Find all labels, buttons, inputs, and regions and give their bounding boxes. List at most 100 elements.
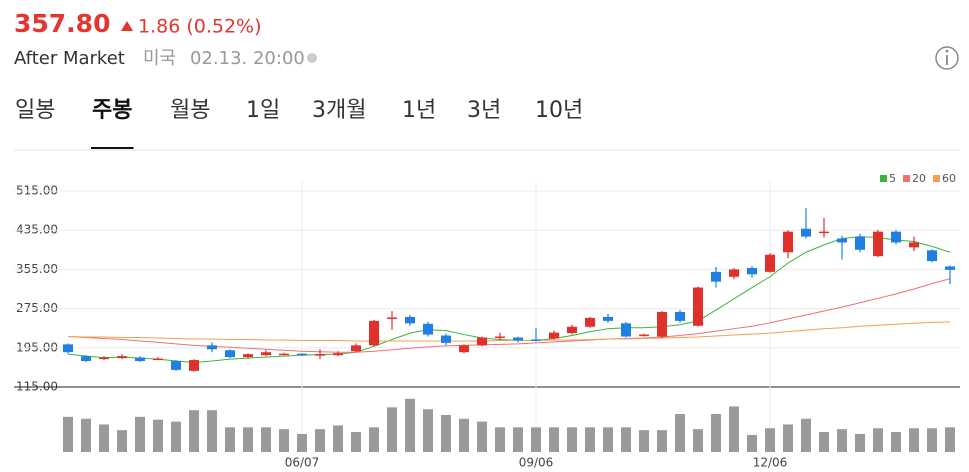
volume-bar bbox=[801, 418, 811, 452]
volume-bar bbox=[837, 429, 847, 452]
tab[interactable]: 3년 bbox=[467, 98, 501, 123]
candle-body bbox=[639, 334, 649, 337]
volume-bar bbox=[585, 427, 595, 452]
volume-bar bbox=[549, 427, 559, 452]
candle-body bbox=[945, 266, 955, 270]
candle-body bbox=[675, 312, 685, 321]
candle-body bbox=[621, 323, 631, 337]
volume-bar bbox=[783, 424, 793, 452]
legend-swatch bbox=[933, 175, 940, 182]
volume-bar bbox=[873, 428, 883, 452]
candle-body bbox=[603, 316, 613, 321]
volume-bar bbox=[189, 410, 199, 452]
tab[interactable]: 월봉 bbox=[170, 98, 210, 123]
volume-bar bbox=[675, 414, 685, 452]
candle-body bbox=[279, 353, 289, 356]
volume-bar bbox=[63, 416, 73, 452]
volume-bar bbox=[621, 427, 631, 452]
volume-bar bbox=[333, 425, 343, 452]
candle-body bbox=[387, 317, 397, 319]
timestamp: 02.13. 20:00 bbox=[190, 48, 305, 69]
candle-body bbox=[63, 344, 73, 353]
tab[interactable]: 주봉 bbox=[92, 98, 132, 123]
tab[interactable]: 10년 bbox=[535, 98, 583, 123]
candle-body bbox=[765, 254, 775, 272]
volume-bar bbox=[909, 428, 919, 452]
volume-bar bbox=[351, 432, 361, 452]
volume-bar bbox=[693, 429, 703, 452]
x-tick-label: 12/06 bbox=[753, 456, 788, 470]
volume-bar bbox=[369, 427, 379, 452]
candle-body bbox=[855, 236, 865, 250]
volume-bar bbox=[567, 427, 577, 452]
candle-body bbox=[459, 345, 469, 353]
candle-body bbox=[729, 269, 739, 277]
candle-body bbox=[495, 336, 505, 339]
volume-bar bbox=[171, 421, 181, 452]
candle-body bbox=[891, 231, 901, 243]
market: 미국 bbox=[143, 48, 176, 69]
volume-bar bbox=[459, 418, 469, 452]
candle-body bbox=[693, 287, 703, 326]
legend-swatch bbox=[903, 175, 910, 182]
candle-body bbox=[423, 323, 433, 335]
candle-body bbox=[927, 250, 937, 262]
volume-bar bbox=[711, 414, 721, 452]
candle-body bbox=[783, 231, 793, 253]
legend-label: 5 bbox=[889, 172, 896, 185]
ma-line bbox=[67, 278, 951, 353]
candle-body bbox=[549, 332, 559, 339]
candle-body bbox=[99, 357, 109, 360]
volume-bar bbox=[135, 416, 145, 452]
candle-body bbox=[117, 356, 127, 359]
candle-body bbox=[819, 231, 829, 234]
tab[interactable]: 1일 bbox=[246, 98, 280, 123]
candle-body bbox=[873, 231, 883, 257]
ma-line bbox=[67, 236, 951, 364]
candle-body bbox=[243, 354, 253, 358]
candle-body bbox=[837, 238, 847, 243]
x-tick-label: 06/07 bbox=[285, 456, 320, 470]
volume-bar bbox=[207, 410, 217, 452]
volume-bar bbox=[405, 398, 415, 452]
tab[interactable]: 3개월 bbox=[312, 98, 366, 123]
candle-body bbox=[711, 271, 721, 282]
volume-bar bbox=[639, 430, 649, 452]
volume-bar bbox=[765, 428, 775, 452]
volume-bar bbox=[513, 427, 523, 452]
candle-body bbox=[441, 335, 451, 343]
volume-bar bbox=[243, 427, 253, 452]
volume-bar bbox=[261, 427, 271, 452]
volume-bar bbox=[81, 418, 91, 452]
volume-bar bbox=[747, 434, 757, 452]
legend-label: 60 bbox=[942, 172, 956, 185]
candle-body bbox=[315, 354, 325, 356]
change: 1.86 (0.52%) bbox=[138, 16, 262, 38]
volume-bar bbox=[603, 427, 613, 452]
candle-body bbox=[225, 350, 235, 358]
candle-body bbox=[171, 361, 181, 370]
volume-bar bbox=[387, 407, 397, 452]
candle-body bbox=[405, 316, 415, 324]
volume-bar bbox=[279, 429, 289, 452]
volume-bar bbox=[657, 430, 667, 452]
status-dot bbox=[307, 53, 317, 63]
ma-line bbox=[67, 321, 951, 342]
volume-bar bbox=[441, 414, 451, 452]
info-icon[interactable] bbox=[935, 46, 959, 70]
candle-body bbox=[351, 345, 361, 352]
volume-bar bbox=[423, 409, 433, 452]
tab[interactable]: 1년 bbox=[402, 98, 436, 123]
volume-bar bbox=[729, 406, 739, 452]
volume-bar bbox=[225, 427, 235, 452]
candle-body bbox=[369, 320, 379, 346]
volume-bar bbox=[477, 421, 487, 452]
candle-body bbox=[909, 242, 919, 248]
volume-bar bbox=[297, 433, 307, 452]
tab[interactable]: 일봉 bbox=[15, 98, 55, 123]
volume-bar bbox=[117, 430, 127, 452]
candle-body bbox=[585, 317, 595, 327]
up-arrow bbox=[121, 21, 133, 31]
legend-swatch bbox=[880, 175, 887, 182]
volume-bar bbox=[855, 433, 865, 452]
